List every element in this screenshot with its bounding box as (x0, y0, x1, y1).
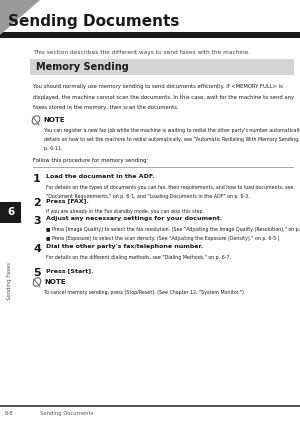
Text: Dial the other party's fax/telephone number.: Dial the other party's fax/telephone num… (46, 244, 203, 249)
Text: This section describes the different ways to send faxes with the machine.: This section describes the different way… (33, 50, 250, 55)
Text: Sending Documents: Sending Documents (40, 411, 93, 416)
Text: Press [Start].: Press [Start]. (46, 268, 93, 273)
Bar (0, 202, 21, 223)
Text: You can register a new fax job while the machine is waiting to redial the other : You can register a new fax job while the… (44, 128, 300, 133)
Text: Follow this procedure for memory sending:: Follow this procedure for memory sending… (33, 158, 148, 163)
Text: Sending Documents: Sending Documents (8, 14, 179, 29)
Text: faxes stored in the memory, then scan the documents.: faxes stored in the memory, then scan th… (33, 105, 178, 110)
Text: ■ Press [Exposure] to select the scan density. (See "Adjusting the Exposure (Den: ■ Press [Exposure] to select the scan de… (46, 235, 280, 241)
Bar (0, 32, 300, 38)
Bar (30, 59, 294, 75)
Text: 5: 5 (33, 268, 40, 278)
Text: For details on the different dialing methods, see "Dialing Methods," on p. 6-7.: For details on the different dialing met… (46, 255, 231, 260)
Text: 1: 1 (33, 174, 41, 184)
Text: Memory Sending: Memory Sending (36, 62, 129, 72)
Text: Sending Faxes: Sending Faxes (8, 262, 13, 300)
Text: NOTE: NOTE (43, 117, 64, 123)
Text: NOTE: NOTE (44, 279, 66, 285)
Text: 4: 4 (33, 244, 41, 254)
Text: ■ Press [Image Quality] to select the fax resolution. (See "Adjusting the Image : ■ Press [Image Quality] to select the fa… (46, 227, 300, 232)
Text: If you are already in the Fax standby mode, you can skip this step.: If you are already in the Fax standby mo… (46, 209, 204, 213)
Text: For details on the types of documents you can fax, their requirements, and how t: For details on the types of documents yo… (46, 184, 293, 190)
Text: You should normally use memory sending to send documents efficiently. If <MEMORY: You should normally use memory sending t… (33, 84, 283, 89)
Text: p. 6-11.: p. 6-11. (44, 146, 62, 151)
Text: To cancel memory sending, press [Stop/Reset]. (See Chapter 12, "System Monitor.": To cancel memory sending, press [Stop/Re… (44, 290, 244, 295)
Text: Load the document in the ADF.: Load the document in the ADF. (46, 174, 154, 179)
Text: Adjust any necessary settings for your document.: Adjust any necessary settings for your d… (46, 216, 222, 221)
Polygon shape (0, 0, 40, 35)
Text: 6-8: 6-8 (5, 411, 14, 416)
Text: "Document Requirements," on p. 6-1, and "Loading Documents in the ADF" on p. 6-3: "Document Requirements," on p. 6-1, and … (46, 193, 250, 198)
Bar (0, 405, 300, 407)
Text: details on how to set the machine to redial automatically, see "Automatic Redial: details on how to set the machine to red… (44, 137, 300, 142)
Text: displayed, the machine cannot scan the documents. In this case, wait for the mac: displayed, the machine cannot scan the d… (33, 94, 294, 99)
Text: 6: 6 (7, 207, 14, 217)
Text: Press [FAX].: Press [FAX]. (46, 198, 89, 203)
Text: 3: 3 (33, 216, 40, 226)
Bar (33, 167, 294, 168)
Text: 2: 2 (33, 198, 41, 208)
